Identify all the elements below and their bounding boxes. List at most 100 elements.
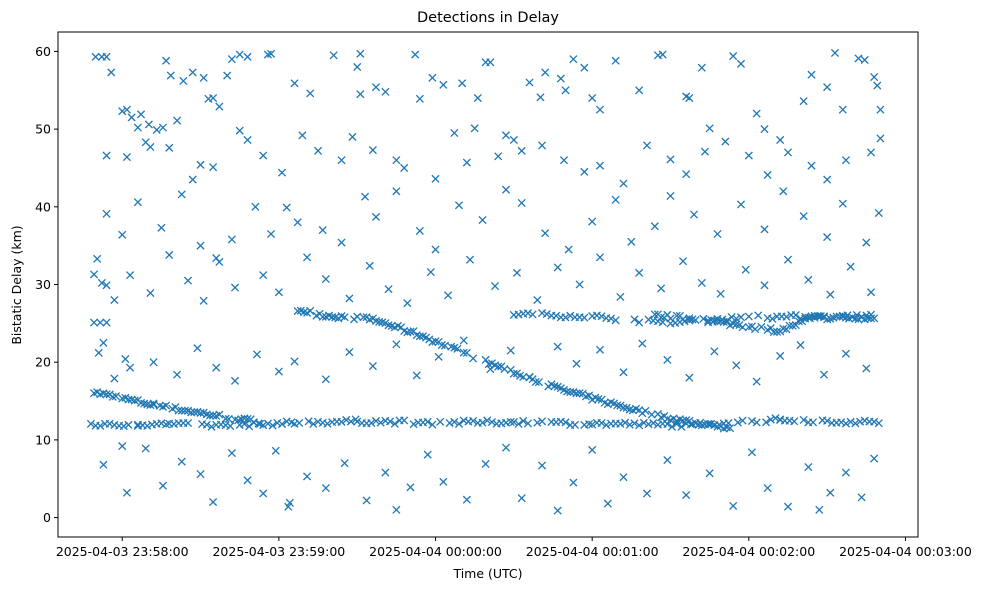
clutter-point	[525, 372, 534, 382]
track-point	[771, 414, 780, 423]
clutter-point	[362, 496, 371, 505]
clutter-point	[807, 161, 816, 170]
track-point	[563, 387, 572, 396]
clutter-point	[400, 163, 409, 173]
track-point	[851, 419, 860, 428]
y-tick-label: 40	[35, 199, 51, 214]
clutter-point	[329, 51, 338, 60]
clutter-point	[462, 495, 471, 504]
track-point	[428, 337, 437, 347]
clutter-point	[188, 175, 197, 184]
clutter-point	[235, 126, 244, 135]
clutter-point	[537, 141, 547, 150]
track-point	[594, 394, 603, 404]
clutter-point	[423, 450, 432, 459]
clutter-point	[517, 494, 526, 503]
clutter-point	[823, 233, 832, 242]
clutter-point	[149, 358, 158, 367]
clutter-point	[285, 498, 294, 507]
track-point	[436, 417, 445, 426]
clutter-point	[569, 55, 578, 64]
track-point	[440, 341, 449, 350]
clutter-point	[876, 105, 885, 114]
clutter-point	[517, 198, 526, 207]
clutter-point	[556, 74, 565, 83]
track-point	[108, 392, 117, 401]
track-point	[445, 418, 454, 428]
clutter-point	[841, 468, 851, 477]
clutter-point	[642, 489, 652, 498]
clutter-point	[125, 271, 135, 280]
clutter-point	[635, 268, 644, 277]
x-tick-label: 2025-04-04 00:01:00	[526, 544, 659, 559]
clutter-point	[525, 78, 534, 87]
track-point	[810, 313, 819, 322]
clutter-point	[340, 459, 349, 468]
clutter-point	[102, 52, 111, 61]
track-point	[342, 415, 351, 425]
track-point	[105, 419, 114, 428]
track-point	[837, 418, 846, 427]
clutter-point	[741, 265, 750, 274]
track-point	[431, 337, 440, 346]
y-tick-label: 30	[35, 277, 51, 292]
clutter-point	[290, 79, 299, 88]
track-point	[454, 419, 464, 428]
clutter-point	[635, 86, 644, 95]
clutter-point	[783, 502, 793, 511]
clutter-point	[799, 97, 808, 106]
track-point	[162, 420, 171, 429]
clutter-point	[243, 135, 252, 145]
clutter-point	[783, 255, 793, 264]
x-axis: 2025-04-03 23:58:00 2025-04-03 23:59:00 20…	[56, 537, 972, 559]
clutter-point	[732, 361, 741, 370]
clutter-point	[642, 141, 652, 150]
clutter-point	[411, 50, 420, 59]
clutter-point	[569, 478, 578, 487]
clutter-point	[470, 124, 479, 133]
track-point	[528, 310, 537, 319]
clutter-point	[406, 483, 415, 492]
track-point	[187, 408, 196, 417]
track-point	[542, 310, 551, 319]
clutter-point	[230, 376, 240, 385]
clutter-point	[804, 275, 813, 284]
y-axis: 0 10 20 30 40 50 60	[35, 44, 58, 525]
clutter-point	[321, 275, 330, 284]
track-point	[841, 419, 851, 428]
clutter-point	[819, 370, 829, 379]
track-point	[384, 321, 393, 330]
clutter-point	[689, 210, 699, 219]
clutter-point	[776, 135, 785, 145]
clutter-point	[454, 201, 464, 210]
track-point	[790, 417, 799, 426]
clutter-point	[838, 105, 847, 114]
track-point	[761, 418, 771, 427]
clutter-point	[783, 148, 793, 157]
track-point	[340, 313, 349, 322]
track-point	[747, 416, 757, 426]
clutter-point	[177, 457, 186, 466]
clutter-point	[537, 461, 547, 470]
track-point	[866, 310, 876, 319]
clutter-point	[478, 215, 487, 225]
clutter-point	[663, 355, 672, 364]
clutter-point	[177, 190, 186, 199]
track-point	[857, 312, 866, 321]
clutter-point	[321, 483, 330, 493]
y-tick-label: 10	[35, 432, 51, 447]
clutter-point	[559, 156, 569, 165]
track-point	[299, 308, 308, 317]
clutter-point	[371, 83, 381, 92]
clutter-point	[392, 505, 401, 514]
clutter-point	[196, 470, 205, 479]
clutter-point	[490, 281, 500, 291]
x-tick-label: 2025-04-04 00:02:00	[682, 544, 815, 559]
track-point	[346, 417, 355, 426]
clutter-point	[854, 54, 863, 63]
clutter-point	[799, 212, 808, 221]
clutter-point	[127, 113, 136, 122]
clutter-point	[509, 135, 518, 145]
clutter-point	[736, 200, 746, 209]
track-point	[149, 400, 158, 409]
